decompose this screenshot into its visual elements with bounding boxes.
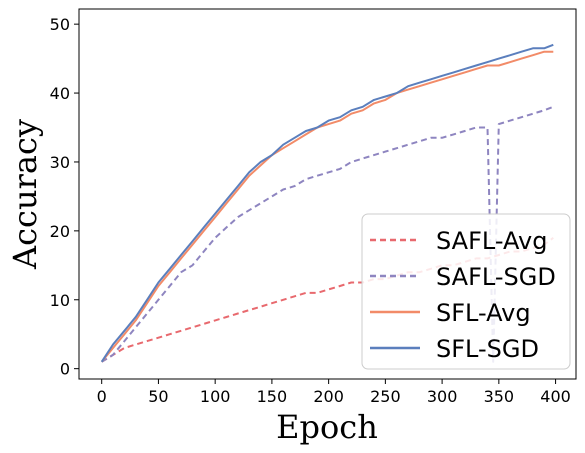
x-tick-label: 50 [148, 387, 168, 406]
legend-label-sfl-avg: SFL-Avg [436, 299, 531, 327]
y-tick-label: 0 [60, 360, 70, 379]
x-tick-label: 400 [540, 387, 571, 406]
x-tick-label: 100 [200, 387, 231, 406]
x-axis-ticks: 0 50 100 150 200 250 300 350 400 [97, 379, 571, 406]
legend: SAFL-Avg SAFL-SGD SFL-Avg SFL-SGD [361, 213, 571, 370]
legend-label-sfl-sgd: SFL-SGD [436, 335, 539, 363]
x-tick-label: 0 [97, 387, 107, 406]
legend-entries: SAFL-Avg SAFL-SGD SFL-Avg SFL-SGD [370, 227, 556, 363]
legend-box [361, 213, 571, 370]
y-tick-label: 20 [50, 222, 70, 241]
y-axis-title: Accuracy [6, 119, 44, 270]
y-tick-label: 30 [50, 153, 70, 172]
legend-label-safl-avg: SAFL-Avg [436, 227, 547, 255]
legend-label-safl-sgd: SAFL-SGD [436, 263, 556, 291]
x-axis-title: Epoch [276, 408, 378, 446]
x-tick-label: 250 [370, 387, 401, 406]
x-tick-label: 200 [313, 387, 344, 406]
y-tick-label: 40 [50, 84, 70, 103]
x-tick-label: 300 [427, 387, 458, 406]
series-line-sfl-sgd [100, 43, 554, 363]
plot-frame [78, 8, 577, 380]
y-tick-label: 50 [50, 15, 70, 34]
series-line-sfl-avg [100, 50, 554, 363]
y-axis-ticks: 0 10 20 30 40 50 [50, 15, 79, 379]
x-tick-label: 350 [484, 387, 515, 406]
y-tick-label: 10 [50, 291, 70, 310]
x-tick-label: 150 [257, 387, 288, 406]
